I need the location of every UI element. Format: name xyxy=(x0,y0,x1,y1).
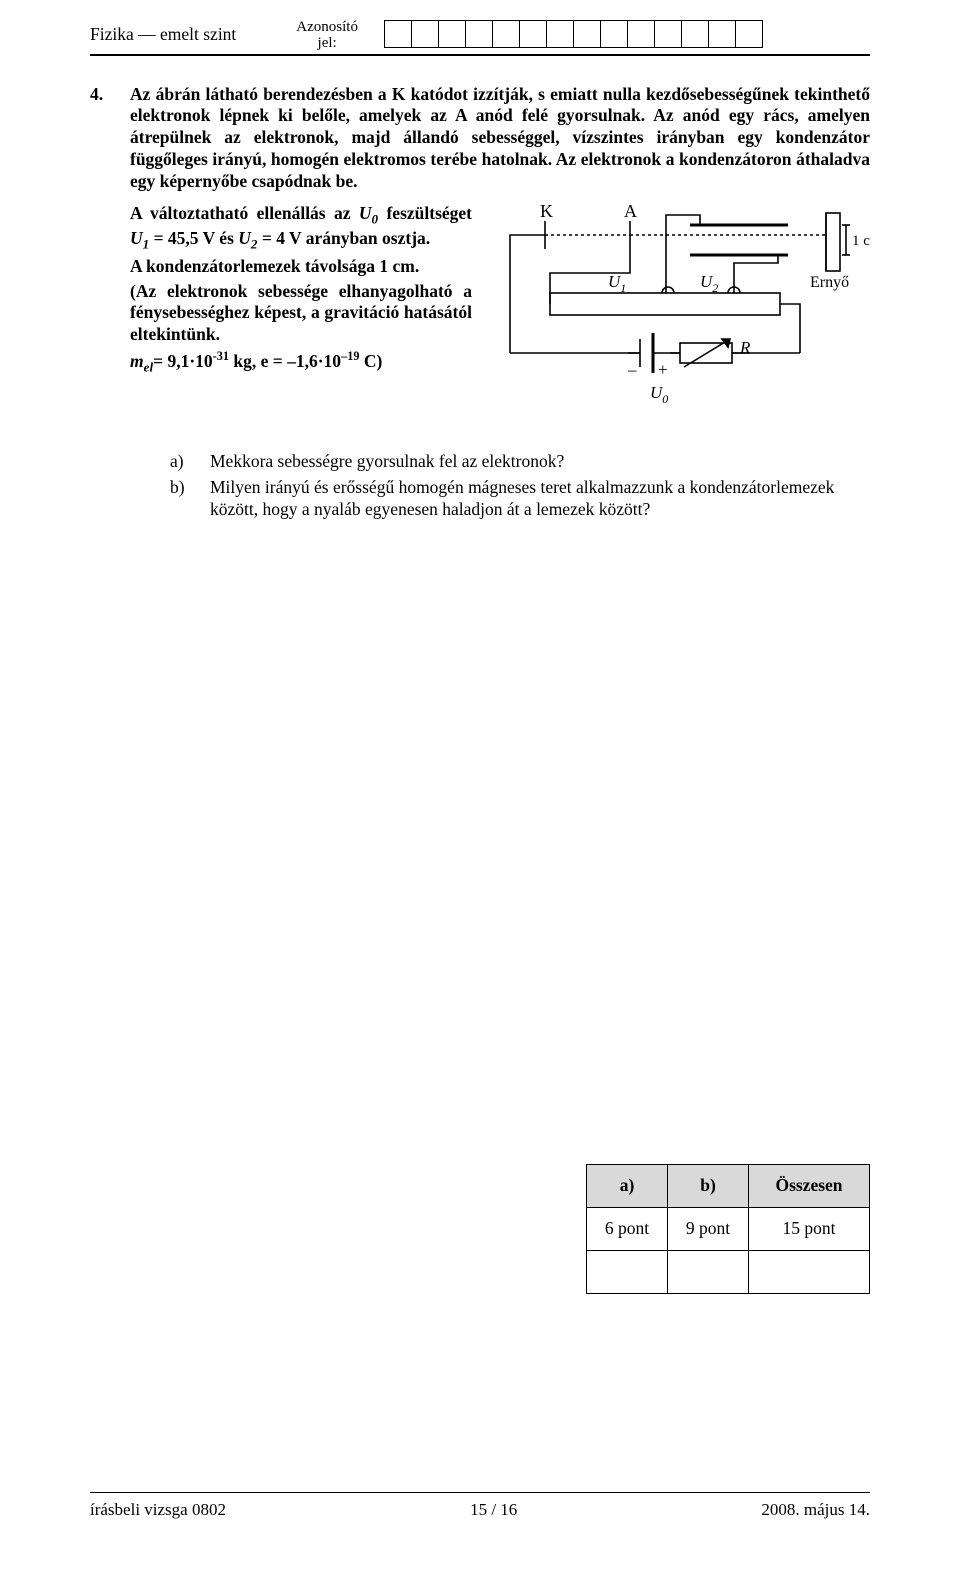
score-value-a: 6 pont xyxy=(587,1208,668,1251)
footer-left: írásbeli vizsga 0802 xyxy=(90,1499,226,1520)
svg-text:R: R xyxy=(739,338,751,357)
label-A: A xyxy=(624,203,637,221)
score-value-b: 9 pont xyxy=(668,1208,749,1251)
svg-text:U2: U2 xyxy=(700,272,718,295)
score-value-total: 15 pont xyxy=(749,1208,870,1251)
question-number: 4. xyxy=(90,84,116,525)
question-left-column: A változtatható ellenállás az U0 feszült… xyxy=(130,203,472,429)
question-block: 4. Az ábrán látható berendezésben a K ka… xyxy=(90,84,870,525)
score-header-total: Összesen xyxy=(749,1165,870,1208)
footer-mid: 15 / 16 xyxy=(470,1499,517,1520)
circuit-figure: K A U1 U2 R U0 – + Ernyő 1 cm xyxy=(490,203,870,429)
page-footer: írásbeli vizsga 0802 15 / 16 2008. május… xyxy=(90,1492,870,1520)
svg-text:–: – xyxy=(627,360,637,379)
score-table: a) b) Összesen 6 pont 9 pont 15 pont xyxy=(586,1164,870,1294)
page-header: Fizika — emelt szint Azonosító jel: xyxy=(90,18,870,56)
id-label: Azonosító jel: xyxy=(296,18,358,52)
subquestion-list: a) Mekkora sebességre gyorsulnak fel az … xyxy=(170,451,870,521)
label-screen: Ernyő xyxy=(810,274,849,291)
score-header-a: a) xyxy=(587,1165,668,1208)
footer-right: 2008. május 14. xyxy=(761,1499,870,1520)
distance-label: 1 cm xyxy=(852,233,870,249)
svg-text:U1: U1 xyxy=(608,272,626,295)
subquestion-a: a) Mekkora sebességre gyorsulnak fel az … xyxy=(170,451,870,473)
subject-label: Fizika — emelt szint xyxy=(90,18,236,46)
score-header-b: b) xyxy=(668,1165,749,1208)
svg-text:+: + xyxy=(658,360,668,379)
subquestion-b: b) Milyen irányú és erősségű homogén mág… xyxy=(170,477,870,521)
svg-text:U0: U0 xyxy=(650,383,668,406)
question-paragraph-1: Az ábrán látható berendezésben a K katód… xyxy=(130,84,870,193)
id-cell-grid xyxy=(384,20,763,48)
label-K: K xyxy=(540,203,553,221)
